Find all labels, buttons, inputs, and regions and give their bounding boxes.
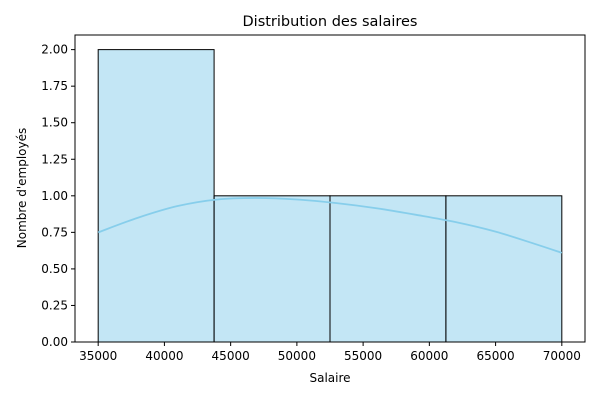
x-tick-label: 40000 — [145, 349, 183, 363]
y-tick-label: 0.50 — [41, 262, 68, 276]
y-tick-label: 1.50 — [41, 116, 68, 130]
x-axis-ticks: 35000 40000 45000 50000 55000 60000 65000 70000 — [79, 342, 581, 363]
x-tick-label: 35000 — [79, 349, 117, 363]
y-axis-label: Nombre d'employés — [15, 128, 29, 249]
histogram-bars — [97, 49, 563, 343]
x-axis-label: Salaire — [309, 371, 350, 385]
plot-frame — [74, 34, 586, 343]
histogram-bar-1 — [97, 49, 215, 343]
histogram-bar-3 — [329, 195, 447, 343]
y-tick-label: 1.25 — [41, 152, 68, 166]
y-tick-label: 0.00 — [41, 335, 68, 349]
x-tick-label: 70000 — [543, 349, 581, 363]
x-tick-label: 65000 — [476, 349, 514, 363]
histogram-bar-4 — [445, 195, 563, 343]
chart-title: Distribution des salaires — [243, 14, 418, 30]
x-tick-label: 60000 — [410, 349, 448, 363]
y-axis-ticks: 0.00 0.25 0.50 0.75 1.00 1.25 1.50 1.75 2.00 — [41, 43, 75, 349]
y-tick-label: 1.75 — [41, 79, 68, 93]
y-tick-label: 1.00 — [41, 189, 68, 203]
x-tick-label: 45000 — [212, 349, 250, 363]
histogram-bar-2 — [213, 195, 331, 343]
y-tick-label: 2.00 — [41, 43, 68, 57]
x-tick-label: 55000 — [344, 349, 382, 363]
x-tick-label: 50000 — [278, 349, 316, 363]
y-tick-label: 0.25 — [41, 298, 68, 312]
kde-curve — [97, 197, 563, 254]
y-tick-label: 0.75 — [41, 225, 68, 239]
